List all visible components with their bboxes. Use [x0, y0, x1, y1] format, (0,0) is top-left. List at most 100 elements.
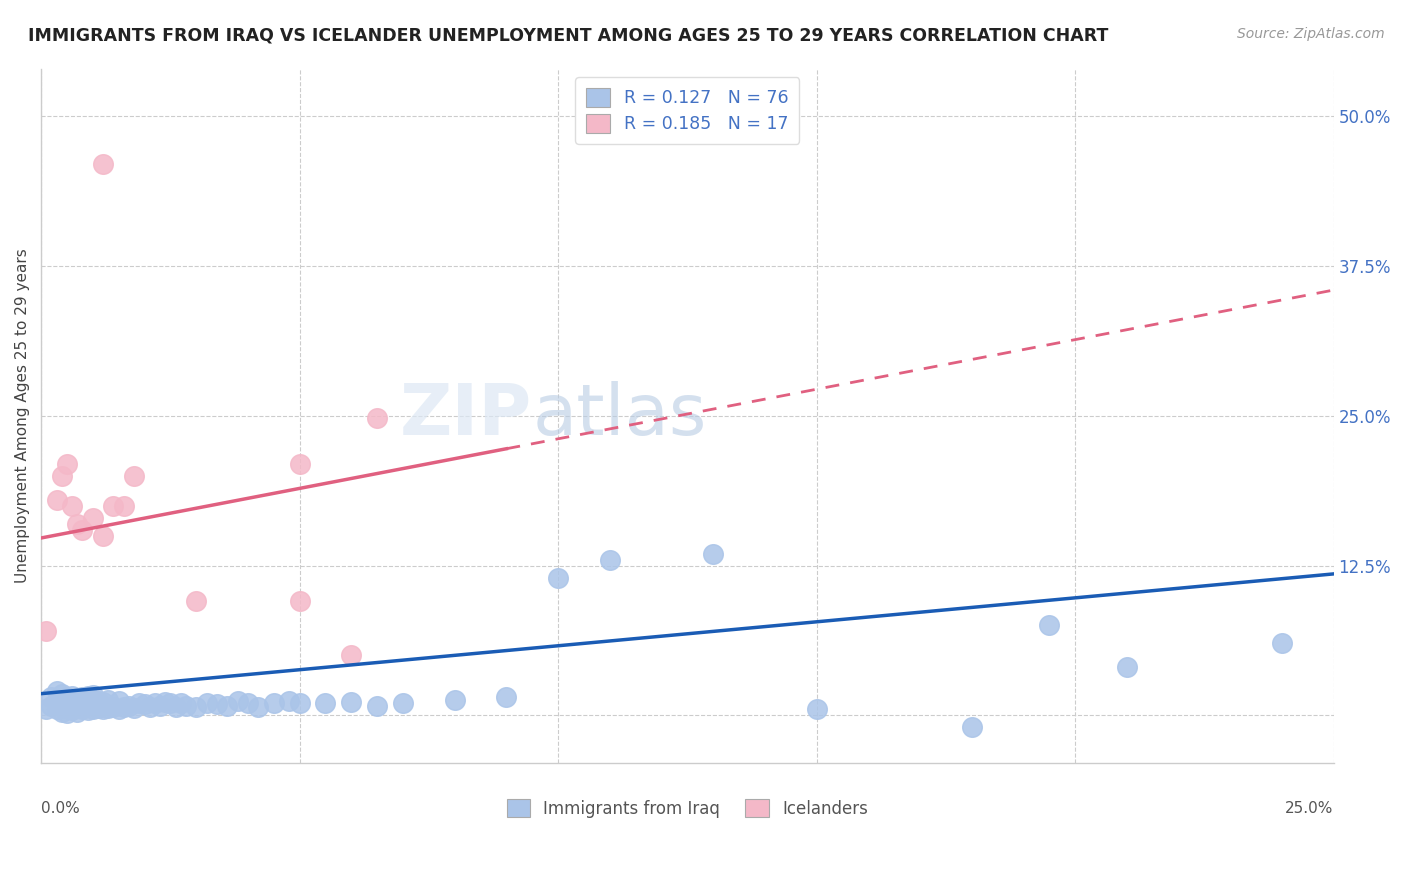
- Point: [87, 694, 110, 708]
- Point: [107, 702, 129, 716]
- Point: [35, 702, 58, 716]
- Point: [97, 692, 120, 706]
- Point: [51, 698, 73, 713]
- Legend: Immigrants from Iraq, Icelanders: Immigrants from Iraq, Icelanders: [501, 792, 875, 824]
- Point: [599, 552, 621, 566]
- Point: [153, 695, 176, 709]
- Point: [103, 499, 125, 513]
- Point: [314, 696, 336, 710]
- Point: [45, 684, 67, 698]
- Point: [195, 696, 218, 710]
- Point: [366, 698, 388, 713]
- Point: [72, 702, 94, 716]
- Point: [91, 695, 114, 709]
- Point: [56, 701, 79, 715]
- Point: [76, 703, 98, 717]
- Point: [288, 457, 311, 471]
- Point: [174, 698, 197, 713]
- Point: [45, 492, 67, 507]
- Point: [806, 702, 828, 716]
- Point: [547, 570, 569, 584]
- Point: [41, 690, 63, 705]
- Point: [288, 594, 311, 608]
- Point: [82, 696, 104, 710]
- Point: [56, 690, 79, 705]
- Point: [112, 699, 135, 714]
- Point: [91, 528, 114, 542]
- Point: [72, 690, 94, 705]
- Point: [76, 696, 98, 710]
- Point: [278, 694, 301, 708]
- Text: ZIP: ZIP: [399, 381, 533, 450]
- Point: [1271, 636, 1294, 650]
- Point: [56, 457, 79, 471]
- Point: [72, 698, 94, 712]
- Point: [1115, 660, 1137, 674]
- Point: [66, 516, 89, 531]
- Point: [66, 698, 89, 713]
- Point: [82, 510, 104, 524]
- Text: atlas: atlas: [533, 381, 707, 450]
- Point: [960, 720, 983, 734]
- Point: [112, 499, 135, 513]
- Point: [91, 702, 114, 716]
- Point: [122, 701, 145, 715]
- Point: [45, 696, 67, 710]
- Point: [122, 468, 145, 483]
- Point: [35, 624, 58, 639]
- Point: [118, 698, 141, 713]
- Point: [340, 695, 363, 709]
- Point: [51, 705, 73, 719]
- Point: [56, 696, 79, 710]
- Point: [60, 694, 83, 708]
- Point: [41, 698, 63, 713]
- Point: [263, 696, 285, 710]
- Point: [72, 523, 94, 537]
- Point: [51, 694, 73, 708]
- Point: [702, 547, 724, 561]
- Point: [143, 696, 166, 710]
- Point: [247, 699, 270, 714]
- Point: [103, 699, 125, 714]
- Point: [66, 705, 89, 719]
- Text: 0.0%: 0.0%: [41, 801, 80, 816]
- Point: [66, 691, 89, 706]
- Point: [76, 689, 98, 703]
- Text: Source: ZipAtlas.com: Source: ZipAtlas.com: [1237, 27, 1385, 41]
- Point: [134, 698, 156, 712]
- Point: [288, 696, 311, 710]
- Point: [91, 157, 114, 171]
- Point: [443, 692, 465, 706]
- Point: [97, 701, 120, 715]
- Point: [159, 696, 181, 710]
- Point: [149, 698, 172, 713]
- Point: [340, 648, 363, 663]
- Point: [82, 688, 104, 702]
- Point: [56, 706, 79, 720]
- Point: [138, 699, 160, 714]
- Point: [205, 698, 228, 712]
- Point: [45, 702, 67, 716]
- Point: [51, 687, 73, 701]
- Point: [1038, 618, 1060, 632]
- Point: [128, 696, 150, 710]
- Point: [82, 702, 104, 716]
- Text: 25.0%: 25.0%: [1285, 801, 1333, 816]
- Point: [226, 694, 249, 708]
- Point: [186, 594, 208, 608]
- Point: [236, 696, 259, 710]
- Point: [51, 468, 73, 483]
- Point: [392, 696, 415, 710]
- Point: [366, 411, 388, 425]
- Text: IMMIGRANTS FROM IRAQ VS ICELANDER UNEMPLOYMENT AMONG AGES 25 TO 29 YEARS CORRELA: IMMIGRANTS FROM IRAQ VS ICELANDER UNEMPL…: [28, 27, 1108, 45]
- Point: [60, 703, 83, 717]
- Point: [87, 701, 110, 715]
- Point: [165, 699, 187, 714]
- Point: [217, 698, 239, 713]
- Point: [186, 699, 208, 714]
- Point: [170, 696, 193, 710]
- Point: [60, 499, 83, 513]
- Point: [107, 694, 129, 708]
- Point: [495, 690, 517, 705]
- Y-axis label: Unemployment Among Ages 25 to 29 years: Unemployment Among Ages 25 to 29 years: [15, 249, 30, 583]
